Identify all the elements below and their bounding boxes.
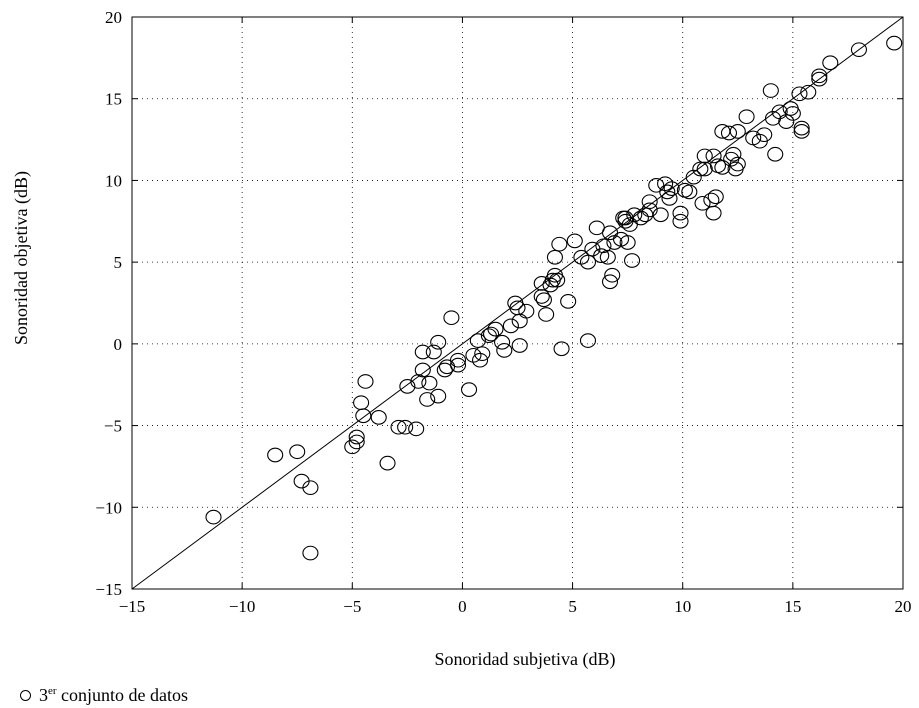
scatter-point [539,308,554,322]
scatter-point [567,234,582,248]
y-tick-label: 10 [105,171,122,190]
scatter-point [354,396,369,410]
scatter-point [704,193,719,207]
scatter-point [823,56,838,70]
scatter-point [887,36,902,50]
data-points [206,36,902,559]
legend: 3er conjunto de datos [20,685,188,706]
x-tick-label: −15 [119,597,146,616]
y-tick-label: 0 [114,335,123,354]
scatter-point [444,311,459,325]
scatter-point [398,420,413,434]
x-tick-label: 5 [568,597,577,616]
scatter-point [422,376,437,390]
scatter-point [415,363,430,377]
scatter-point [519,304,534,318]
y-tick-label: 20 [105,8,122,27]
scatter-point [552,237,567,251]
scatter-point [794,125,809,139]
scatter-point [356,409,371,423]
x-tick-label: 15 [784,597,801,616]
scatter-point [580,334,595,348]
scatter-point [739,110,754,124]
scatter-point [550,273,565,287]
scatter-point [708,190,723,204]
scatter-point [206,510,221,524]
scatter-point [290,445,305,459]
scatter-point [431,389,446,403]
scatter-point [763,84,778,98]
scatter-point [358,375,373,389]
y-tick-label: −15 [95,580,122,599]
y-tick-label: 15 [105,90,122,109]
y-tick-label: −5 [104,417,122,436]
y-axis-label: Sonoridad objetiva (dB) [11,171,32,345]
scatter-point [673,206,688,220]
scatter-point [420,393,435,407]
x-tick-label: −10 [229,597,256,616]
scatter-point [673,214,688,228]
scatter-point [512,314,527,328]
scatter-point [371,411,386,425]
scatter-point [730,125,745,139]
scatter-point [268,448,283,462]
scatter-point [706,206,721,220]
scatter-point [536,293,551,307]
x-axis-label: Sonoridad subjetiva (dB) [435,649,616,670]
scatter-point [409,422,424,436]
scatter-point [547,250,562,264]
scatter-point [812,69,827,83]
x-tick-label: 20 [895,597,912,616]
scatter-point [554,342,569,356]
x-tick-label: 0 [458,597,467,616]
legend-circle-marker-icon [20,690,31,701]
scatter-point [503,319,518,333]
scatter-point [440,360,455,374]
scatter-point [642,195,657,209]
x-tick-label: −5 [343,597,361,616]
scatter-point [497,344,512,358]
scatter-point [682,185,697,199]
scatter-point [574,250,589,264]
scatter-point [794,121,809,135]
scatter-point [715,161,730,175]
scatter-point [512,339,527,353]
scatter-point [697,149,712,163]
legend-label-prefix: 3 [39,685,48,705]
legend-label-suffix: conjunto de datos [57,685,188,705]
legend-label: 3er conjunto de datos [39,685,188,706]
scatter-point [495,335,510,349]
legend-label-superscript: er [48,685,57,697]
scatter-point [768,147,783,161]
y-tick-label: −10 [95,498,122,517]
scatter-point [303,546,318,560]
x-tick-label: 10 [674,597,691,616]
scatter-point [625,254,640,268]
scatter-point [462,383,477,397]
scatter-point [658,177,673,191]
scatter-point [391,420,406,434]
scatter-point [561,295,576,309]
scatter-point [380,456,395,470]
y-tick-label: 5 [114,253,123,272]
